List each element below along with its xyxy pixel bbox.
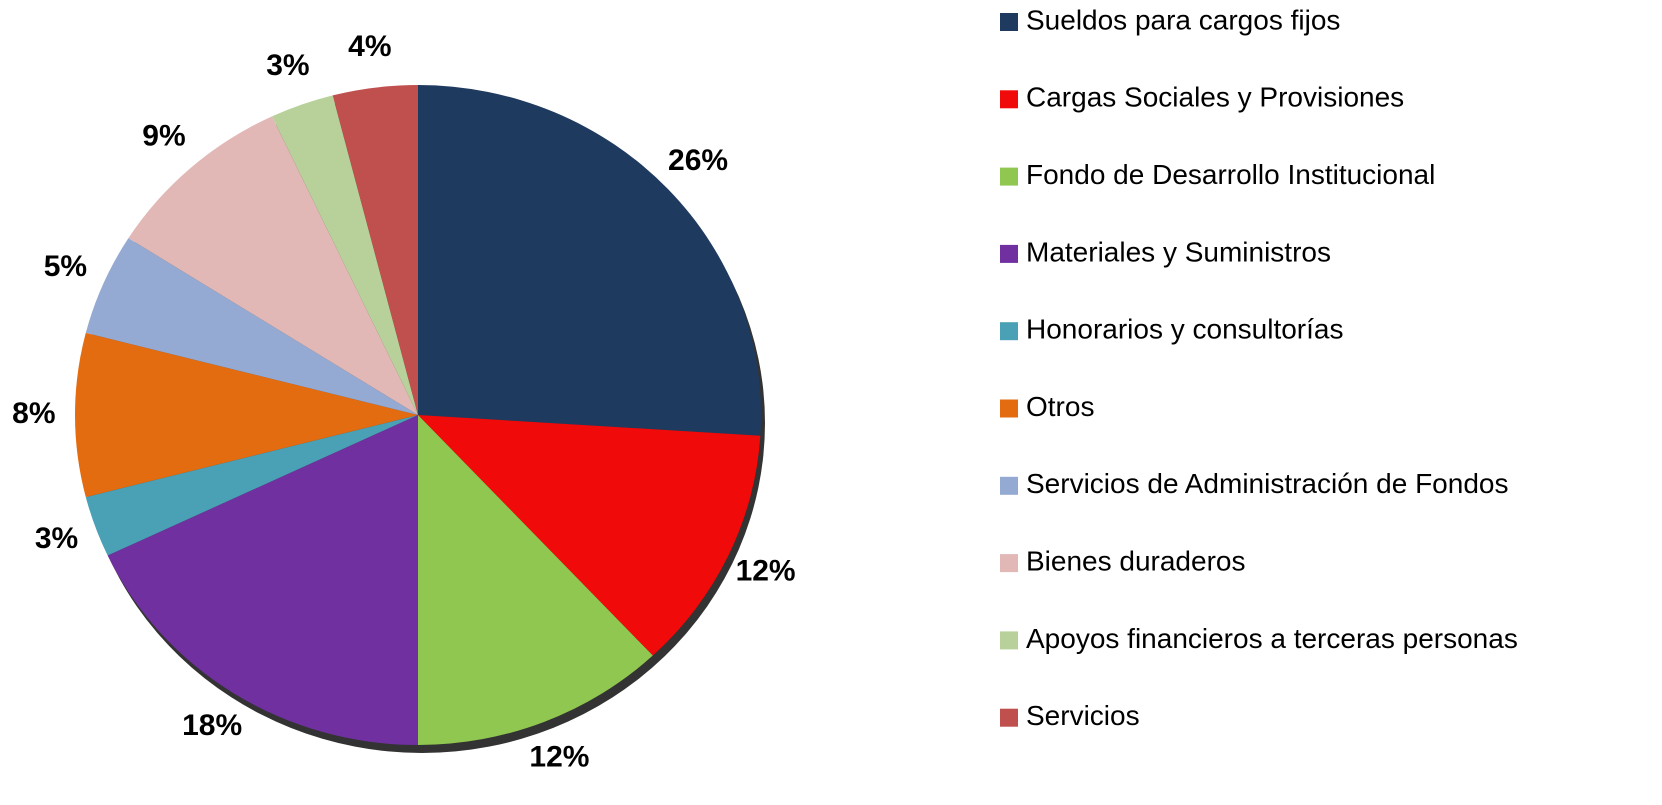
legend-swatch xyxy=(1000,13,1018,31)
legend-swatch xyxy=(1000,90,1018,109)
legend-swatch xyxy=(1000,554,1018,573)
pie-slice xyxy=(75,332,418,498)
legend-label: Apoyos financieros a terceras personas xyxy=(1026,623,1518,654)
legend-swatch xyxy=(1000,476,1018,495)
legend-label: Fondo de Desarrollo Institucional xyxy=(1026,159,1435,190)
pie-slice xyxy=(332,85,418,415)
data-label: 5% xyxy=(44,250,87,283)
legend-label: Bienes duraderos xyxy=(1026,545,1245,576)
data-label: 3% xyxy=(35,522,78,555)
legend-swatch xyxy=(1000,631,1018,650)
legend-label: Honorarios y consultorías xyxy=(1026,314,1343,345)
data-label: 3% xyxy=(266,49,309,82)
pie-slice xyxy=(418,415,761,656)
pie-slice xyxy=(85,238,419,415)
legend-label: Cargas Sociales y Provisiones xyxy=(1026,82,1404,113)
data-label: 18% xyxy=(182,709,242,742)
legend-label: Servicios de Administración de Fondos xyxy=(1026,468,1508,499)
legend-swatch xyxy=(1000,708,1018,727)
legend-swatch xyxy=(1000,244,1018,263)
legend-label: Sueldos para cargos fijos xyxy=(1026,4,1340,35)
data-label: 12% xyxy=(529,741,589,774)
legend-swatch xyxy=(1000,322,1018,341)
data-label: 12% xyxy=(736,554,796,587)
legend-label: Servicios xyxy=(1026,700,1140,731)
legend-label: Materiales y Suministros xyxy=(1026,236,1331,267)
pie-slice xyxy=(107,415,418,745)
legend-swatch xyxy=(1000,167,1018,186)
pie-slice xyxy=(418,415,653,745)
data-label: 9% xyxy=(142,120,185,153)
pie-slice xyxy=(418,85,762,436)
pie-slice xyxy=(128,116,419,415)
legend-swatch xyxy=(1000,399,1018,418)
data-label: 26% xyxy=(668,144,728,177)
pie-slice xyxy=(271,95,418,415)
legend-label: Otros xyxy=(1026,391,1094,422)
data-label: 8% xyxy=(12,397,55,430)
pie-slice xyxy=(85,415,419,556)
data-label: 4% xyxy=(348,30,391,63)
